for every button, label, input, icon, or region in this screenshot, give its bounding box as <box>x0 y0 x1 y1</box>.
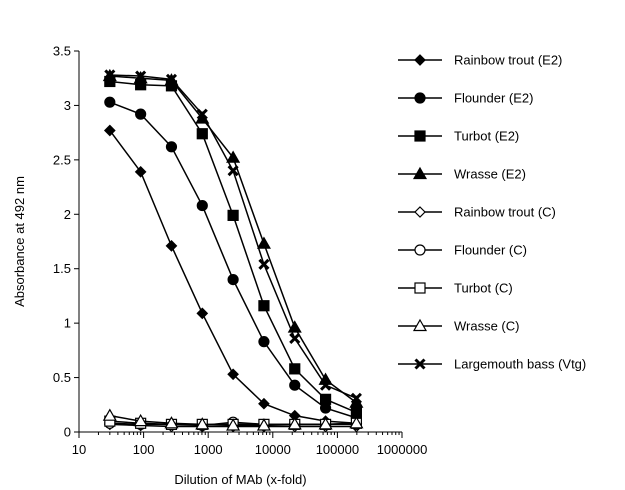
data-point <box>349 416 364 429</box>
legend-label: Rainbow trout (C) <box>454 205 556 220</box>
legend-label: Wrasse (E2) <box>454 167 526 182</box>
x-axis-ticks: 10 100 1000 10000 100000 1000000 <box>72 432 428 457</box>
data-point <box>165 141 178 153</box>
x-axis-title: Dilution of MAb (x-fold) <box>174 472 306 487</box>
data-point <box>195 417 210 430</box>
y-tick-label: 0.5 <box>53 370 71 385</box>
data-point <box>133 413 148 427</box>
y-tick-label: 2 <box>64 207 71 222</box>
y-tick-label: 3 <box>64 98 71 113</box>
legend-label: Largemouth bass (Vtg) <box>454 357 586 372</box>
y-tick-label: 2.5 <box>53 152 71 167</box>
x-tick-label: 100 <box>133 442 155 457</box>
x-tick-label: 10 <box>72 442 86 457</box>
data-point <box>320 379 332 391</box>
data-point <box>196 307 209 320</box>
data-point <box>165 73 178 85</box>
data-point <box>104 69 116 81</box>
data-point <box>350 406 362 419</box>
data-point <box>256 236 271 249</box>
x-tick-label: 10000 <box>255 442 291 457</box>
legend-marker <box>414 282 426 294</box>
series-line <box>109 74 357 399</box>
legend-marker <box>414 92 426 104</box>
legend-entry: Turbot (E2) <box>398 129 519 144</box>
data-point <box>258 300 270 312</box>
x-tick-label: 100000 <box>316 442 359 457</box>
data-point <box>135 108 147 120</box>
data-point <box>319 393 332 405</box>
series-line <box>109 75 357 404</box>
series-line <box>109 80 357 414</box>
series-turbot-e2 <box>104 75 362 419</box>
legend-label: Wrasse (C) <box>454 319 519 334</box>
data-point <box>102 408 117 421</box>
x-tick-label: 1000 <box>194 442 223 457</box>
legend-entry: Wrasse (C) <box>398 319 519 334</box>
data-point <box>226 418 241 431</box>
y-axis-title: Absorbance at 492 nm <box>12 176 27 307</box>
data-point <box>227 165 239 177</box>
data-point <box>165 240 178 252</box>
data-point <box>135 70 147 82</box>
legend-entry: Flounder (C) <box>398 243 527 258</box>
series-layer <box>102 68 364 433</box>
data-point <box>134 165 147 178</box>
legend-label: Flounder (E2) <box>454 91 533 106</box>
data-point <box>196 128 208 140</box>
legend-entry: Turbot (C) <box>398 281 513 296</box>
legend-entry: Rainbow trout (E2) <box>398 53 562 68</box>
legend-marker <box>414 54 426 66</box>
data-point <box>289 363 301 375</box>
legend: Rainbow trout (E2) Flounder (E2) Turbot (E… <box>398 53 586 372</box>
y-axis-ticks: 0 0.5 1 1.5 2 2.5 3 3.5 <box>53 44 79 440</box>
plot-area: 0 0.5 1 1.5 2 2.5 3 3.5 10 100 1000 10000 100000 100… <box>53 44 427 458</box>
series-largemouth-bass-vtg <box>104 69 362 404</box>
series-flounder-e2 <box>104 96 362 424</box>
data-point <box>196 199 208 212</box>
y-tick-label: 1 <box>64 316 71 331</box>
data-point <box>258 258 270 270</box>
y-tick-label: 0 <box>64 425 71 440</box>
legend-marker <box>414 358 426 370</box>
legend-marker <box>414 130 426 142</box>
data-point <box>103 124 116 137</box>
series-wrasse-e2 <box>102 68 364 408</box>
data-point <box>164 416 179 429</box>
legend-label: Turbot (C) <box>454 281 513 296</box>
data-point <box>258 397 270 410</box>
data-point <box>258 336 270 348</box>
data-point <box>227 274 239 286</box>
legend-label: Turbot (E2) <box>454 129 519 144</box>
series-wrasse-c <box>102 408 364 431</box>
data-point <box>350 392 362 404</box>
legend-label: Rainbow trout (E2) <box>454 53 562 68</box>
data-point <box>318 417 333 430</box>
data-point <box>289 379 301 391</box>
data-point <box>289 332 301 344</box>
y-tick-label: 1.5 <box>53 261 71 276</box>
legend-entry: Rainbow trout (C) <box>398 205 556 220</box>
legend-marker <box>414 244 426 256</box>
legend-label: Flounder (C) <box>454 243 527 258</box>
data-point <box>227 209 239 221</box>
legend-entry: Flounder (E2) <box>398 91 533 106</box>
y-tick-label: 3.5 <box>53 44 71 59</box>
legend-marker <box>412 166 428 180</box>
legend-entry: Largemouth bass (Vtg) <box>398 357 586 372</box>
data-point <box>256 418 271 431</box>
x-tick-label: 1000000 <box>377 442 428 457</box>
legend-marker <box>414 206 426 218</box>
legend-marker <box>412 318 428 332</box>
data-point <box>227 368 239 381</box>
data-point <box>196 108 208 120</box>
data-point <box>287 417 302 430</box>
data-point <box>104 96 116 108</box>
legend-entry: Wrasse (E2) <box>398 167 526 182</box>
data-point <box>226 150 241 163</box>
